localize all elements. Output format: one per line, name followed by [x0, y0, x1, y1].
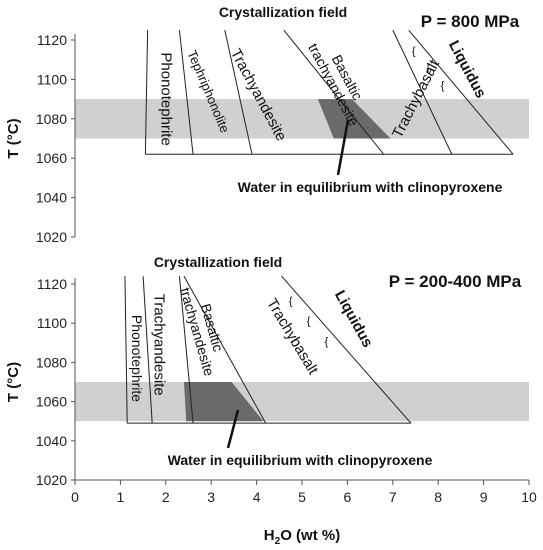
x-tick-label: 3 — [207, 489, 215, 505]
brace-mark: { — [289, 295, 293, 307]
y-tick-label: 1020 — [36, 229, 67, 245]
brace-mark: { — [325, 336, 329, 348]
y-tick-label: 1080 — [36, 354, 67, 370]
liquidus-line — [281, 275, 412, 424]
pressure-label: P = 200-400 MPa — [389, 272, 522, 291]
field-boundary-line — [144, 30, 149, 155]
x-tick-label: 0 — [71, 489, 79, 505]
field-boundary-line — [178, 30, 194, 155]
x-tick-label: 9 — [480, 489, 488, 505]
x-label-main: H — [264, 527, 275, 544]
water-label: Water in equilibrium with clinopyroxene — [168, 452, 433, 468]
water-equilibrium-zone — [317, 99, 391, 139]
y-axis-label: T (°C) — [5, 118, 22, 158]
liquidus-label: Liquidus — [331, 288, 376, 351]
y-tick-label: 1040 — [36, 190, 67, 206]
y-tick-label: 1100 — [37, 315, 67, 331]
field-label: Phonotephrite — [129, 315, 145, 402]
field-label: Trachyandesite — [150, 294, 167, 396]
water-pointer — [336, 119, 350, 176]
x-tick-label: 7 — [389, 489, 397, 505]
field-boundary-line — [224, 30, 253, 155]
field-boundary-line — [124, 276, 128, 424]
brace-mark: { — [426, 63, 430, 75]
panel-top: 1020 1040 1060 1080 1100 1120 T (°C) Phonotephr… — [5, 4, 529, 245]
panel-bottom: 1020 1040 1060 1080 1100 1120 T (°C) 0 1 2 3 4 5 6 7 8 9… — [5, 254, 537, 547]
y-tick-label: 1060 — [36, 394, 67, 410]
field-label: Basaltictrachyandesite — [177, 282, 232, 378]
y-tick-label: 1120 — [37, 32, 67, 48]
field-boundary-line — [283, 29, 385, 155]
field-boundary-line — [142, 276, 153, 424]
x-tick-label: 10 — [521, 489, 537, 505]
field-boundary-line — [183, 275, 267, 424]
x-tick-label: 2 — [162, 489, 170, 505]
y-tick-label: 1040 — [36, 433, 67, 449]
crystallization-field-label: Crystallization field — [154, 254, 282, 270]
x-tick-label: 8 — [434, 489, 442, 505]
y-tick-label: 1080 — [36, 111, 67, 127]
x-tick-label: 4 — [253, 489, 261, 505]
brace-mark: { — [307, 316, 311, 328]
x-tick-label: 5 — [298, 489, 306, 505]
field-boundary-line — [392, 29, 453, 155]
water-pointer — [226, 409, 240, 449]
brace-mark: { — [441, 80, 445, 92]
y-tick-label: 1120 — [37, 276, 67, 292]
pressure-label: P = 800 MPa — [421, 12, 520, 31]
water-equilibrium-zone — [183, 382, 264, 422]
y-tick-label: 1100 — [37, 71, 67, 87]
water-label: Water in equilibrium with clinopyroxene — [238, 179, 503, 195]
liquidus-label: Liquidus — [445, 38, 489, 101]
x-axis-label: H2O (wt %) — [264, 527, 340, 547]
y-tick-label: 1060 — [36, 150, 67, 166]
liquidus-line — [408, 29, 514, 155]
crystallization-field-label: Crystallization field — [219, 4, 347, 20]
x-tick-label: 1 — [117, 489, 125, 505]
x-tick-label: 6 — [344, 489, 352, 505]
brace-mark: { — [412, 46, 416, 58]
field-label: Phonotephrite — [157, 52, 174, 145]
y-tick-label: 1020 — [36, 472, 67, 488]
x-label-rest: O (wt %) — [280, 527, 340, 544]
field-boundary-line — [178, 276, 194, 424]
field-label: Trachybasalt — [263, 296, 322, 379]
temperature-band — [75, 99, 529, 139]
y-axis-label: T (°C) — [5, 362, 22, 402]
x-label-subscript: 2 — [275, 536, 281, 547]
